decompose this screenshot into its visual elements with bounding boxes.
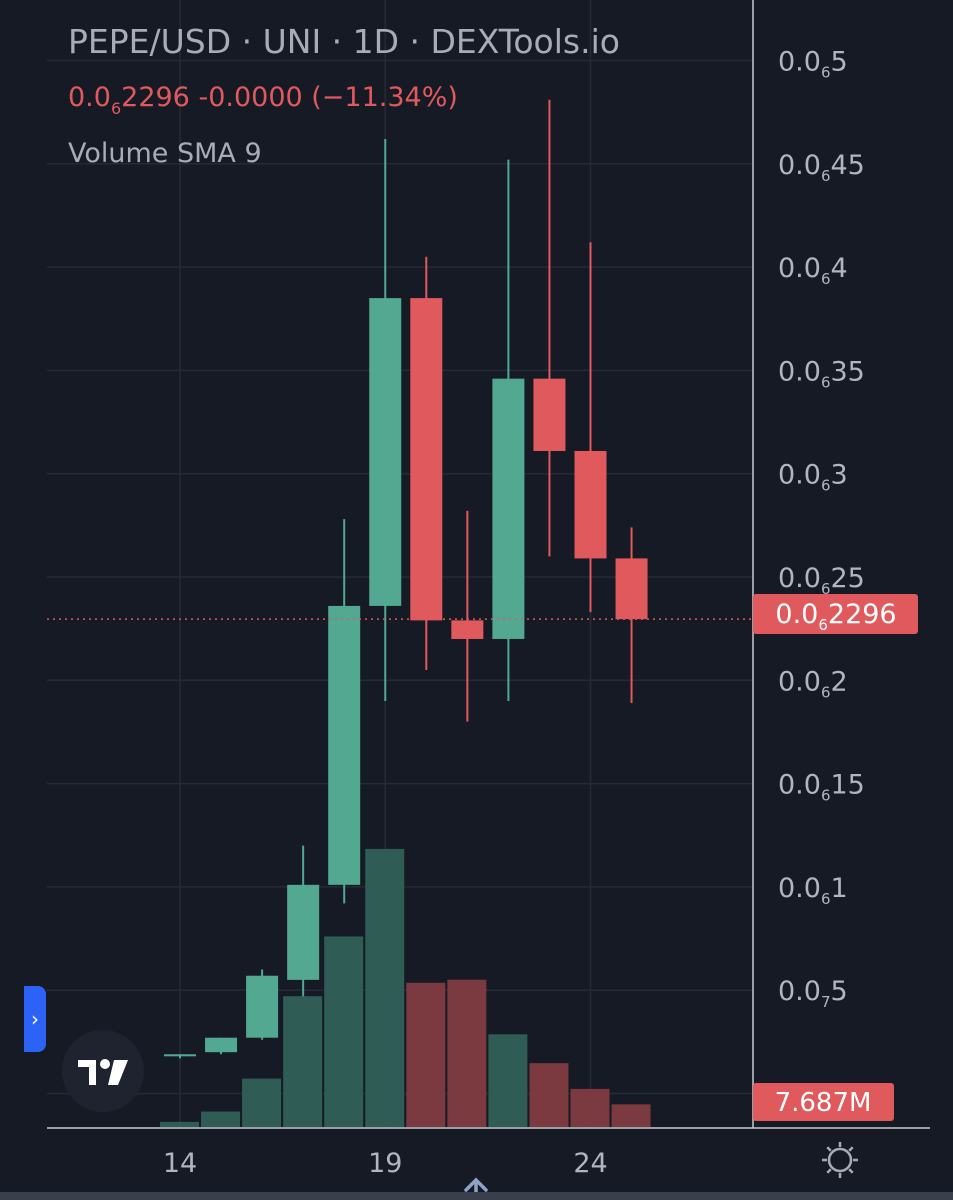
chevron-right-icon[interactable]: › <box>24 986 46 1052</box>
candle-body <box>205 1037 238 1053</box>
price-tick-label: 0.063 <box>778 460 848 495</box>
last-volume-label-text: 7.687M <box>775 1088 872 1118</box>
price-tick-label: 0.0635 <box>778 356 865 391</box>
tradingview-logo-icon[interactable] <box>62 1030 144 1112</box>
price-axis[interactable]: 0.065 0.0645 0.064 0.0635 0.063 0.0625 0.062 0.… <box>778 47 865 1012</box>
price-tick-label: 0.0645 <box>778 150 865 185</box>
current-price: 0.062296 <box>68 82 190 118</box>
candle-body <box>451 620 484 639</box>
last-price-label: 0.062296 <box>753 594 918 634</box>
price-tick-label: 0.0615 <box>778 770 865 805</box>
price-quote: 0.062296 -0.0000 (−11.34%) <box>68 82 458 118</box>
price-tick-label: 0.061 <box>778 873 848 908</box>
price-tick-label: 0.062 <box>778 666 848 701</box>
price-change: -0.0000 <box>198 82 303 113</box>
indicator-legend[interactable]: Volume SMA 9 <box>68 138 262 169</box>
candlesticks <box>164 99 648 1059</box>
volume-bar <box>406 982 446 1127</box>
candle-body <box>164 1054 196 1057</box>
price-change-percent: (−11.34%) <box>311 82 458 113</box>
volume-bar <box>611 1104 651 1127</box>
volume-bar <box>160 1121 199 1127</box>
last-price-label-text: 0.062296 <box>775 599 896 634</box>
time-tick-label: 19 <box>368 1148 402 1179</box>
time-tick-label: 24 <box>573 1148 607 1179</box>
price-tick-label: 0.075 <box>778 976 848 1011</box>
candle-body <box>410 298 443 621</box>
candle-body <box>574 450 607 559</box>
candle-body <box>287 884 320 980</box>
last-volume-label: 7.687M <box>753 1083 894 1121</box>
price-tick-label: 0.064 <box>778 253 848 288</box>
volume-bar <box>283 996 323 1127</box>
candle-body <box>369 298 402 606</box>
candle-body <box>533 378 566 451</box>
candle-body <box>492 378 525 639</box>
candle-body <box>246 975 279 1038</box>
volume-bar <box>488 1034 528 1127</box>
volume-bar <box>365 848 405 1127</box>
volume-bars <box>160 848 651 1127</box>
gear-icon[interactable] <box>822 1142 858 1178</box>
price-tick-label: 0.065 <box>778 47 848 82</box>
volume-bar <box>570 1088 610 1127</box>
volume-bar <box>242 1078 282 1127</box>
time-tick-label: 14 <box>163 1148 197 1179</box>
price-tick-label: 0.0625 <box>778 563 865 598</box>
volume-bar <box>324 936 364 1127</box>
time-axis[interactable]: 14 19 24 <box>163 1148 608 1179</box>
last-price-label-bg <box>753 594 918 634</box>
volume-bar <box>529 1063 569 1127</box>
chart-title: PEPE/USD · UNI · 1D · DEXTools.io <box>68 22 620 61</box>
volume-bar <box>447 979 487 1127</box>
candle-body <box>615 558 648 620</box>
candle-body <box>328 605 361 885</box>
volume-bar <box>201 1111 241 1127</box>
bottom-scroll-bar[interactable] <box>0 1192 953 1200</box>
last-volume-label-bg <box>753 1083 894 1121</box>
